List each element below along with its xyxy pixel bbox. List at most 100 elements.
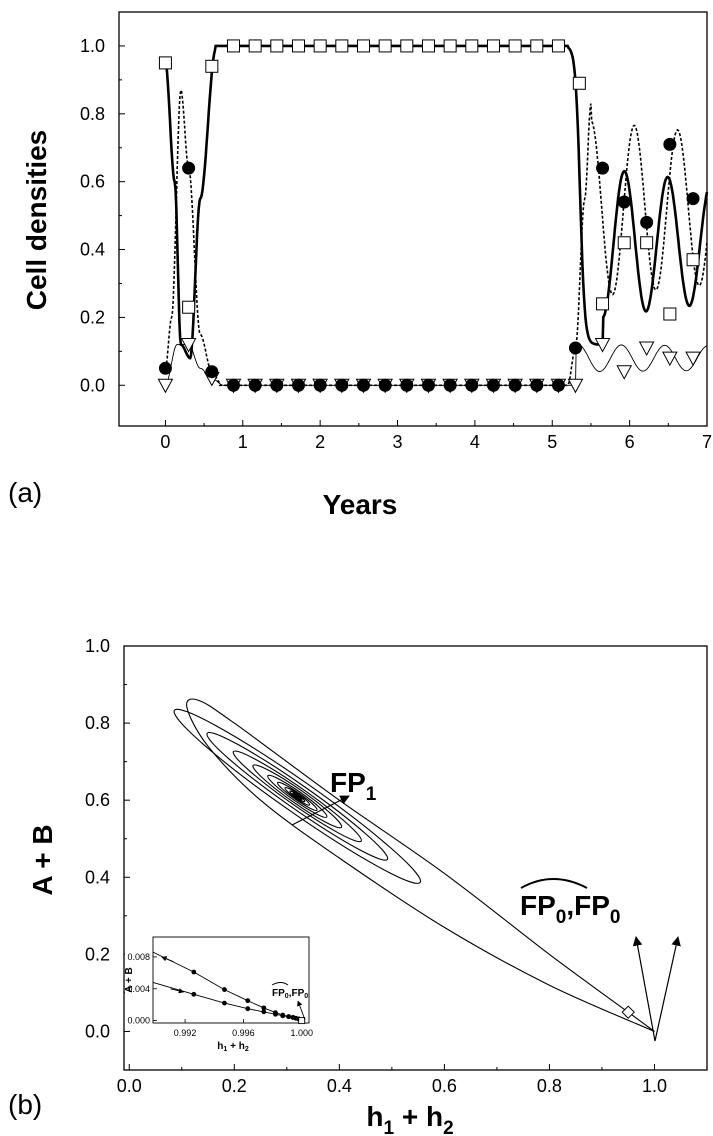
orbit-ellipse [173, 708, 422, 884]
panel-b-chart: 0.0 0.2 0.4 0.6 0.8 1.00.00.20.40.60.81.0 FP1… [8, 636, 708, 1136]
square-marker [530, 39, 544, 53]
panel-a-frame [118, 11, 708, 427]
inset-point [261, 1005, 267, 1011]
inset-xlabel: h1 + h2 [217, 1041, 249, 1053]
inset-point [245, 998, 251, 1004]
x-tick-label: 6 [625, 432, 635, 452]
circle-marker [158, 361, 172, 375]
square-marker [356, 39, 370, 53]
inset-y-tick-label: 0.008 [127, 952, 150, 962]
fp1-arrow [291, 795, 350, 826]
square-marker [335, 39, 349, 53]
fp0-hat [520, 878, 588, 889]
y-tick-label: 0.6 [85, 790, 110, 810]
square-marker [313, 39, 327, 53]
diamond-marker [621, 1005, 635, 1019]
orbit-ellipse [232, 750, 362, 843]
circle-marker [686, 192, 700, 206]
orbit-ellipse [206, 731, 389, 861]
inset-point [273, 1011, 278, 1017]
circle-marker [421, 378, 435, 392]
x-tick-label: 0.8 [537, 1076, 562, 1096]
circle-marker [182, 161, 196, 175]
circle-marker [356, 378, 370, 392]
circle-marker [227, 378, 241, 392]
panel-a-chart: 0 1 2 3 4 5 6 7 0.0 0.2 0.4 0.6 0.8 1.0 Years Cell de… [8, 11, 712, 520]
orbit-ellipse [252, 764, 343, 829]
square-marker [443, 39, 457, 53]
x-tick-label: 7 [702, 432, 712, 452]
square-marker [421, 39, 435, 53]
orbit-ellipse [284, 786, 311, 806]
y-tick-label: 1.0 [85, 636, 110, 656]
inset-curves [152, 951, 306, 1025]
circle-marker [617, 195, 631, 209]
panel-b-label: (b) [8, 1089, 42, 1120]
panel-a-curves [164, 44, 709, 387]
inset-point [245, 1006, 251, 1012]
orbit-ellipse [276, 781, 318, 811]
square-marker [686, 253, 700, 267]
x-tick-label: 1.0 [642, 1076, 667, 1096]
inset-point [222, 987, 227, 992]
square-marker [572, 76, 586, 90]
square-marker [270, 39, 284, 53]
fp0-hat-main: FP [520, 890, 556, 921]
square-marker [205, 59, 219, 73]
square-marker [551, 39, 565, 53]
circle-marker [568, 341, 582, 355]
y-tick-label: 0.0 [80, 375, 105, 395]
inset-background [125, 920, 311, 1027]
panel-a-ylabel: Cell densities [21, 130, 52, 311]
circle-marker [205, 365, 219, 379]
inset-frame [152, 936, 310, 1024]
inset-point [191, 991, 197, 997]
inset-y-tick-label: 0.004 [127, 984, 150, 994]
circle-marker [400, 378, 414, 392]
square-marker [248, 39, 262, 53]
y-tick-label: 0.2 [85, 944, 110, 964]
fp0-annotation: FP0,FP0 [520, 890, 621, 928]
xlabel-sub1: 1 [383, 1118, 394, 1136]
square-marker [378, 39, 392, 53]
inset-fp0-annotation: FP0,FP0 [272, 988, 308, 1000]
fp1-core [292, 792, 303, 801]
y-tick-label: 0.8 [85, 713, 110, 733]
inset-fp0-arrow [297, 1000, 306, 1021]
triangle-marker [616, 365, 633, 380]
inset-endpoint-marker [298, 1017, 306, 1025]
square-marker [486, 39, 500, 53]
inset-point [280, 1013, 286, 1019]
circle-marker [443, 378, 457, 392]
square-marker [596, 297, 610, 311]
fp1-annotation: FP1 [330, 767, 377, 805]
triangle-marker [685, 351, 701, 367]
x-tick-label: 0.6 [432, 1076, 457, 1096]
circle-marker [663, 137, 677, 151]
series-triangle-line [165, 344, 708, 386]
circle-marker [508, 378, 522, 392]
circle-marker [335, 378, 349, 392]
circle-marker [270, 378, 284, 392]
panel-a-markers [157, 39, 701, 394]
square-marker [663, 307, 677, 321]
x-tick-label: 4 [470, 432, 480, 452]
panel-b-frame [123, 645, 708, 1071]
orbit-ellipse [267, 774, 328, 818]
circle-marker [486, 378, 500, 392]
x-tick-label: 1 [238, 432, 248, 452]
square-marker [291, 39, 305, 53]
xlabel-plus: + h [394, 1101, 443, 1132]
square-marker [508, 39, 522, 53]
inset-point [222, 1000, 227, 1006]
inset-ylabel: A + B [124, 967, 135, 992]
x-tick-label: 0 [160, 432, 170, 452]
square-marker [465, 39, 479, 53]
fp0-arrow-left [632, 936, 656, 1042]
circle-marker [313, 378, 327, 392]
y-tick-label: 0.0 [85, 1021, 110, 1041]
panel-b-ylabel: A + B [27, 824, 58, 895]
circle-marker [465, 378, 479, 392]
circle-marker [551, 378, 565, 392]
inset-point [191, 969, 197, 975]
